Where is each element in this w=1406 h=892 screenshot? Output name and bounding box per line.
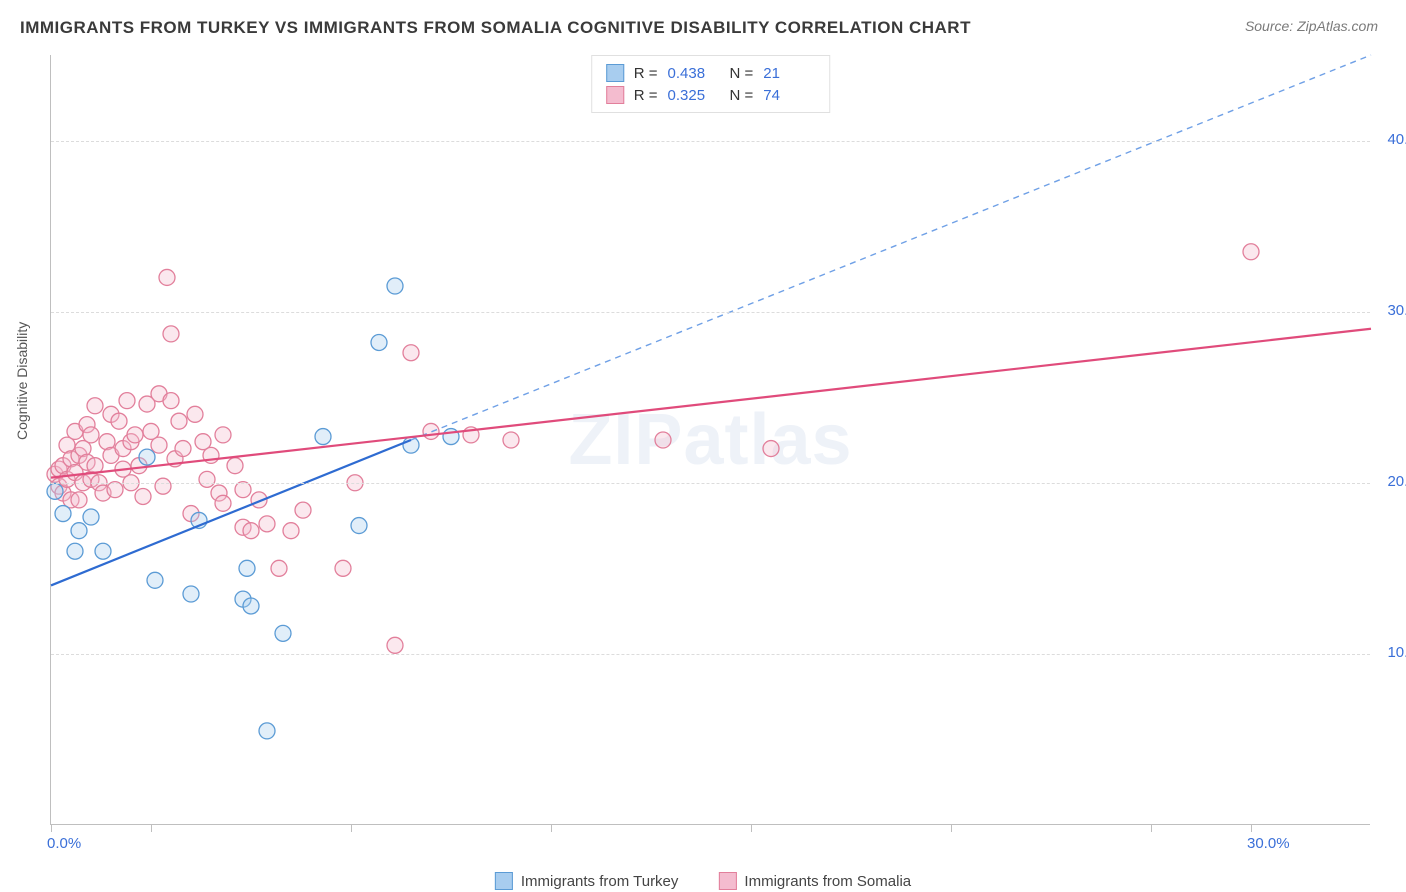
r-label: R = [634,65,658,82]
data-point [351,518,367,534]
legend-swatch-somalia [606,86,624,104]
grid-line-h [51,654,1370,655]
data-point [147,572,163,588]
data-point [423,423,439,439]
data-point [71,492,87,508]
data-point [283,523,299,539]
data-point [271,560,287,576]
grid-line-h [51,141,1370,142]
n-value-turkey: 21 [763,65,815,82]
data-point [159,269,175,285]
data-point [119,393,135,409]
data-point [215,427,231,443]
trend-line [51,329,1371,478]
chart-container: IMMIGRANTS FROM TURKEY VS IMMIGRANTS FRO… [0,0,1406,892]
scatter-plot-svg [51,55,1370,824]
y-tick-label: 40.0% [1387,131,1406,148]
data-point [135,488,151,504]
data-point [111,413,127,429]
data-point [67,543,83,559]
data-point [503,432,519,448]
data-point [259,723,275,739]
y-axis-label: Cognitive Disability [14,322,30,440]
data-point [243,598,259,614]
n-value-somalia: 74 [763,87,815,104]
grid-line-h [51,483,1370,484]
legend-swatch-somalia [718,872,736,890]
data-point [95,543,111,559]
data-point [163,326,179,342]
n-label: N = [730,87,754,104]
data-point [387,637,403,653]
x-tick-mark [151,824,152,832]
data-point [47,483,63,499]
legend-row-somalia: R = 0.325 N = 74 [606,84,816,106]
data-point [275,625,291,641]
x-tick-mark [1251,824,1252,832]
legend-label-turkey: Immigrants from Turkey [521,873,679,890]
data-point [107,482,123,498]
data-point [127,427,143,443]
data-point [55,506,71,522]
r-value-turkey: 0.438 [668,65,720,82]
correlation-legend: R = 0.438 N = 21 R = 0.325 N = 74 [591,55,831,113]
legend-swatch-turkey [495,872,513,890]
plot-area: ZIPatlas R = 0.438 N = 21 R = 0.325 N = … [50,55,1370,825]
data-point [187,406,203,422]
data-point [199,471,215,487]
data-point [655,432,671,448]
data-point [151,437,167,453]
data-point [183,586,199,602]
data-point [175,441,191,457]
data-point [139,449,155,465]
r-value-somalia: 0.325 [668,87,720,104]
legend-row-turkey: R = 0.438 N = 21 [606,62,816,84]
source-attribution: Source: ZipAtlas.com [1245,18,1378,34]
r-label: R = [634,87,658,104]
y-tick-label: 30.0% [1387,302,1406,319]
legend-label-somalia: Immigrants from Somalia [744,873,911,890]
data-point [243,523,259,539]
data-point [83,509,99,525]
data-point [763,441,779,457]
x-tick-mark [551,824,552,832]
y-tick-label: 20.0% [1387,473,1406,490]
x-tick-mark [951,824,952,832]
data-point [335,560,351,576]
x-tick-label: 0.0% [47,835,81,852]
grid-line-h [51,312,1370,313]
y-tick-label: 10.0% [1387,644,1406,661]
legend-swatch-turkey [606,64,624,82]
x-tick-label: 30.0% [1247,835,1290,852]
x-tick-mark [1151,824,1152,832]
data-point [239,560,255,576]
n-label: N = [730,65,754,82]
data-point [215,495,231,511]
series-legend: Immigrants from Turkey Immigrants from S… [495,872,911,890]
x-tick-mark [751,824,752,832]
x-tick-mark [351,824,352,832]
data-point [259,516,275,532]
data-point [403,345,419,361]
data-point [235,482,251,498]
data-point [227,458,243,474]
data-point [387,278,403,294]
data-point [87,398,103,414]
data-point [71,523,87,539]
data-point [155,478,171,494]
data-point [295,502,311,518]
x-tick-mark [51,824,52,832]
data-point [83,427,99,443]
legend-item-turkey: Immigrants from Turkey [495,872,679,890]
data-point [315,429,331,445]
legend-item-somalia: Immigrants from Somalia [718,872,911,890]
data-point [163,393,179,409]
data-point [171,413,187,429]
chart-title: IMMIGRANTS FROM TURKEY VS IMMIGRANTS FRO… [20,18,971,38]
data-point [1243,244,1259,260]
data-point [371,334,387,350]
